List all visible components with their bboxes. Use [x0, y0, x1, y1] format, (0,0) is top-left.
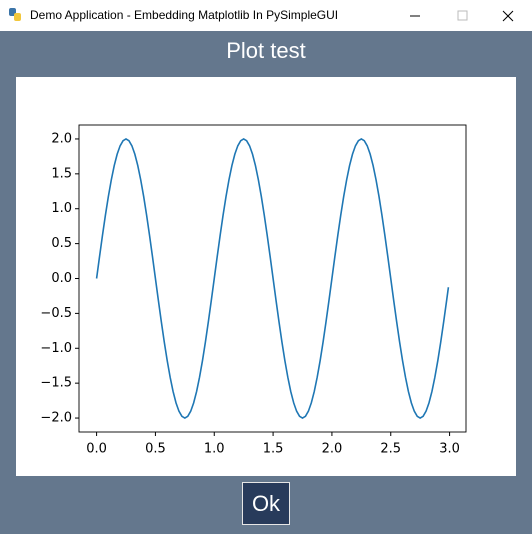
title-bar: Demo Application - Embedding Matplotlib … — [0, 0, 532, 31]
y-tick-label: −0.5 — [40, 306, 72, 321]
y-tick-label: −1.0 — [40, 341, 72, 356]
x-tick-label: 1.0 — [204, 442, 225, 457]
y-tick-label: −1.5 — [40, 376, 72, 391]
y-tick-label: 0.5 — [51, 236, 72, 251]
header: Plot test — [226, 38, 306, 63]
y-tick-label: 2.0 — [51, 131, 72, 146]
window-title: Demo Application - Embedding Matplotlib … — [30, 8, 339, 22]
x-tick-label: 0.5 — [145, 442, 166, 457]
x-tick-label: 2.0 — [322, 442, 343, 457]
y-tick-label: 1.0 — [51, 201, 72, 216]
axes-frame — [78, 124, 467, 433]
y-tick-label: 0.0 — [51, 271, 72, 286]
title-bar-icons — [9, 8, 514, 22]
ok-button[interactable]: Ok — [242, 482, 290, 525]
x-tick-label: 3.0 — [439, 442, 460, 457]
y-tick-label: −2.0 — [40, 411, 72, 426]
chart: 0.0 0.5 1.0 1.5 2.0 2.5 3.0 −2.0 −1.5 −1.0 −0.5 0.0… — [16, 77, 516, 476]
y-tick-label: 1.5 — [51, 166, 72, 181]
x-tick-label: 0.0 — [86, 442, 107, 457]
line — [95, 138, 450, 419]
x-tick-label: 1.5 — [263, 442, 284, 457]
x-tick-label: 2.5 — [380, 442, 401, 457]
